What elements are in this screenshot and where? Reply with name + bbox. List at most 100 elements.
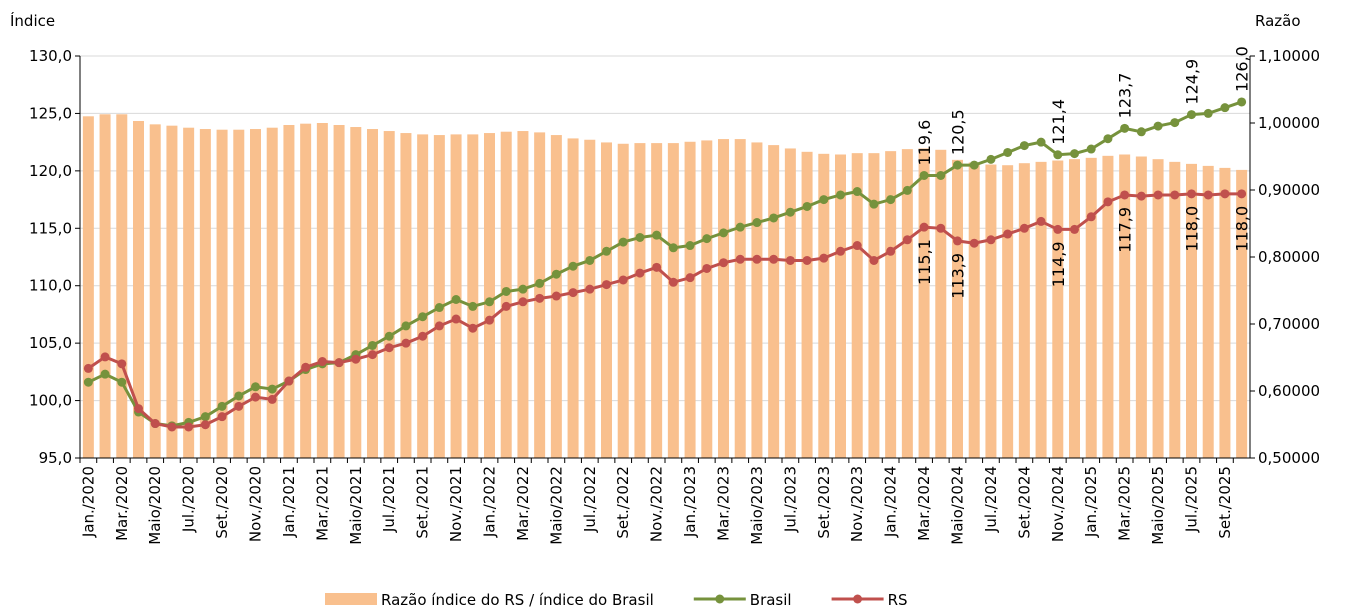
- y2-axis-title: Razão: [1255, 12, 1301, 30]
- point: [685, 273, 695, 283]
- point: [568, 288, 578, 298]
- point: [368, 340, 377, 350]
- point: [919, 170, 929, 180]
- point: [1203, 190, 1213, 200]
- y2-tick-label: 0,80000: [1258, 248, 1320, 266]
- point: [317, 357, 327, 367]
- x-tick-label: Mar./2023: [715, 466, 733, 541]
- point: [251, 382, 260, 392]
- bar: [484, 133, 495, 459]
- y-tick-label: 125,0: [29, 104, 72, 122]
- value-label: 113,9: [949, 253, 968, 299]
- x-tick-label: Set./2024: [1015, 466, 1033, 539]
- point: [401, 321, 411, 331]
- bar: [333, 125, 345, 458]
- point: [1220, 103, 1230, 113]
- y-tick-label: 95,0: [39, 449, 72, 467]
- y2-tick-label: 0,60000: [1258, 382, 1320, 400]
- bar: [868, 153, 880, 458]
- point: [969, 238, 979, 248]
- point: [969, 160, 979, 170]
- x-tick-label: Jan./2022: [481, 466, 499, 538]
- point: [1237, 189, 1247, 199]
- x-tick-label: Jan./2021: [280, 466, 298, 538]
- value-label: 123,7: [1116, 73, 1135, 119]
- point: [518, 297, 528, 307]
- bar: [1202, 165, 1214, 458]
- value-label: 117,9: [1116, 207, 1135, 253]
- bar: [116, 114, 128, 458]
- point: [284, 376, 294, 386]
- bar: [1236, 169, 1248, 458]
- point: [936, 170, 946, 180]
- bar: [1219, 167, 1231, 458]
- point: [1170, 190, 1180, 200]
- bar: [149, 124, 161, 458]
- x-tick-label: Mar./2024: [915, 466, 933, 541]
- bar: [82, 116, 94, 459]
- bar: [166, 125, 178, 459]
- point: [719, 228, 728, 238]
- point: [1153, 190, 1163, 200]
- point: [83, 377, 93, 387]
- bar: [885, 151, 897, 458]
- point: [150, 419, 160, 429]
- point: [953, 160, 962, 170]
- bar: [1002, 165, 1014, 458]
- x-tick-label: Set./2021: [414, 466, 432, 539]
- x-tick-label: Nov./2022: [648, 466, 666, 542]
- y-tick-label: 130,0: [29, 47, 72, 65]
- y2-tick-label: 0,70000: [1258, 315, 1320, 333]
- bar: [1018, 163, 1030, 458]
- value-label: 121,4: [1049, 99, 1068, 145]
- bar: [133, 120, 144, 459]
- point: [618, 237, 628, 247]
- point: [418, 331, 428, 341]
- point: [1019, 141, 1029, 151]
- x-tick-label: Maio/2024: [949, 466, 967, 545]
- y2-tick-label: 1,00000: [1258, 114, 1320, 132]
- value-label: 126,0: [1233, 46, 1252, 92]
- x-tick-label: Jan./2020: [79, 466, 97, 538]
- point: [184, 422, 194, 432]
- point: [117, 359, 127, 369]
- point: [234, 391, 244, 401]
- bar: [300, 123, 312, 459]
- value-label: 114,9: [1049, 241, 1068, 287]
- bar: [751, 142, 763, 458]
- bar: [734, 139, 746, 458]
- point: [836, 246, 845, 256]
- x-tick-label: Jul./2025: [1183, 466, 1201, 533]
- legend-label: Brasil: [750, 591, 792, 609]
- bar: [968, 162, 980, 458]
- bar: [651, 143, 663, 458]
- bar: [316, 123, 328, 458]
- point: [334, 358, 344, 368]
- x-tick-label: Mar./2020: [113, 466, 131, 541]
- point: [1120, 123, 1130, 133]
- point: [501, 301, 511, 311]
- bar: [851, 153, 863, 458]
- point: [468, 323, 478, 333]
- point: [468, 301, 478, 311]
- point: [1203, 108, 1213, 118]
- legend-swatch: [325, 593, 377, 605]
- bar: [1069, 159, 1080, 458]
- bar: [935, 149, 947, 459]
- x-tick-label: Jan./2023: [681, 466, 699, 538]
- line: [87, 100, 1243, 428]
- point: [735, 222, 745, 232]
- point: [418, 312, 428, 322]
- bar: [517, 131, 529, 459]
- x-tick-label: Set./2022: [614, 466, 632, 539]
- bar: [383, 131, 395, 459]
- y-tick-label: 115,0: [29, 219, 72, 237]
- y2-tick-label: 0,50000: [1258, 449, 1320, 467]
- legend-label: Razão índice do RS / índice do Brasil: [381, 591, 654, 609]
- bar: [601, 142, 612, 458]
- point: [351, 354, 361, 364]
- point: [702, 263, 712, 273]
- x-tick-label: Nov./2024: [1049, 466, 1067, 542]
- point: [100, 352, 110, 362]
- x-tick-label: Maio/2023: [748, 466, 766, 545]
